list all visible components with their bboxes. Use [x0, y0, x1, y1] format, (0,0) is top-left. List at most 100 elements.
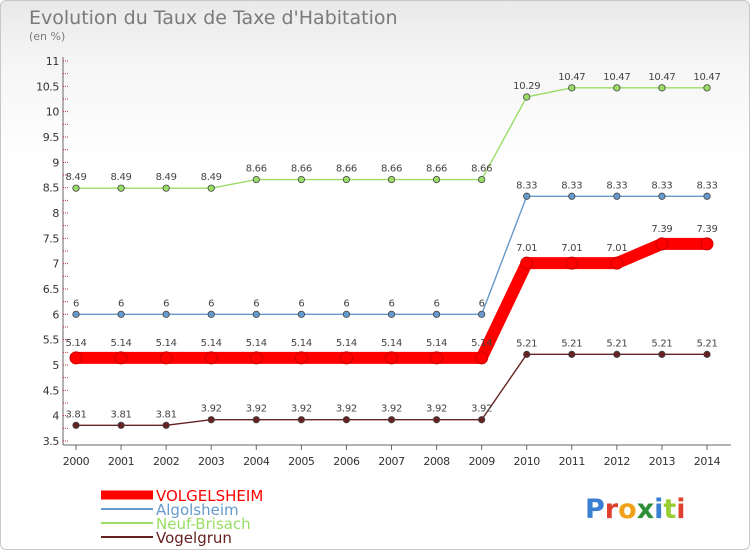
data-label: 5.14: [381, 338, 402, 349]
data-label: 7.01: [606, 243, 627, 254]
y-tick-label: 11: [46, 55, 59, 68]
data-label: 6: [343, 298, 349, 309]
data-label: 5.14: [111, 338, 132, 349]
data-label: 6: [434, 298, 440, 309]
data-label: 6: [73, 298, 79, 309]
y-tick-label: 3.5: [43, 435, 60, 448]
x-tick-label: 2008: [423, 455, 450, 468]
x-tick-label: 2011: [559, 455, 585, 468]
y-tick-label: 5: [52, 359, 59, 372]
data-label: 5.14: [201, 338, 222, 349]
data-label: 3.92: [381, 404, 402, 415]
data-point-algolsheim: [117, 310, 125, 318]
data-point-algolsheim: [658, 192, 666, 200]
data-point-algolsheim: [568, 192, 576, 200]
data-point-algolsheim: [207, 310, 215, 318]
series-layer: [69, 84, 714, 429]
data-label: 8.66: [471, 164, 492, 175]
data-point-vogelgrun: [478, 416, 486, 424]
data-point-vogelgrun: [387, 416, 396, 424]
data-point-volgelsheim: [565, 256, 579, 270]
data-label: 8.33: [516, 180, 537, 191]
data-label: 3.81: [111, 409, 132, 420]
legend-label: Neuf-Brisach: [156, 515, 251, 533]
data-label: 5.14: [336, 338, 357, 349]
data-point-vogelgrun: [658, 350, 666, 358]
data-point-neuf-brisach: [117, 184, 125, 192]
data-point-neuf-brisach: [72, 184, 80, 192]
data-point-vogelgrun: [297, 416, 305, 424]
data-label: 8.33: [561, 180, 582, 191]
y-tick-label: 9.5: [43, 131, 60, 144]
data-label: 3.92: [291, 404, 312, 415]
data-point-neuf-brisach: [703, 84, 711, 92]
data-point-algolsheim: [613, 192, 621, 200]
data-label: 7.39: [651, 224, 672, 235]
axes: 3.5 4 4.5 5 5.5 6 6.5 7 7.5 8 8.5 9 9.5 10 10.5 11 2000 2…: [36, 55, 731, 468]
x-tick-label: 2005: [288, 455, 315, 468]
data-label: 6: [118, 298, 124, 309]
data-label: 7.01: [561, 243, 582, 254]
data-point-vogelgrun: [523, 350, 531, 358]
data-label: 8.66: [336, 164, 357, 175]
data-point-volgelsheim: [610, 256, 624, 270]
data-point-neuf-brisach: [568, 84, 576, 92]
data-point-algolsheim: [387, 310, 396, 318]
x-tick-label: 2000: [63, 455, 90, 468]
data-label: 10.47: [693, 72, 720, 83]
data-point-neuf-brisach: [297, 175, 305, 184]
data-label: 3.92: [426, 404, 447, 415]
data-point-vogelgrun: [117, 421, 125, 429]
data-label: 6: [208, 298, 214, 309]
data-label: 3.92: [336, 404, 357, 415]
data-label: 5.14: [65, 338, 86, 349]
data-label: 8.66: [246, 164, 267, 175]
data-point-neuf-brisach: [252, 175, 260, 184]
legend-label: Algolsheim: [156, 501, 239, 519]
data-label: 3.92: [201, 404, 222, 415]
y-tick-label: 10.5: [36, 80, 59, 93]
x-tick-label: 2013: [649, 455, 676, 468]
data-label: 8.66: [291, 164, 312, 175]
data-point-volgelsheim: [294, 351, 308, 365]
data-point-neuf-brisach: [162, 184, 170, 192]
y-tick-label: 4.5: [43, 384, 60, 397]
data-point-neuf-brisach: [207, 184, 215, 192]
x-tick-label: 2012: [604, 455, 630, 468]
data-label: 10.47: [558, 72, 585, 83]
data-label: 6: [163, 298, 169, 309]
legend-label: VOLGELSHEIM: [156, 487, 263, 505]
data-point-volgelsheim: [114, 351, 128, 365]
data-point-volgelsheim: [249, 351, 263, 365]
data-point-vogelgrun: [72, 421, 80, 429]
data-label: 3.81: [65, 409, 86, 420]
data-point-volgelsheim: [430, 351, 444, 365]
legend-label: Vogelgrun: [156, 529, 232, 547]
data-point-neuf-brisach: [342, 175, 351, 184]
y-tick-label: 7.5: [43, 232, 60, 245]
data-label: 3.81: [156, 409, 177, 420]
data-point-algolsheim: [523, 192, 531, 200]
data-point-algolsheim: [252, 310, 260, 318]
data-point-algolsheim: [342, 310, 351, 318]
data-label: 6: [388, 298, 394, 309]
data-label: 5.14: [156, 338, 177, 349]
y-tick-label: 4: [52, 410, 59, 423]
data-label: 5.14: [426, 338, 447, 349]
data-point-vogelgrun: [252, 416, 260, 424]
data-label: 8.33: [606, 180, 627, 191]
data-label: 5.14: [246, 338, 267, 349]
data-point-neuf-brisach: [387, 175, 396, 184]
data-label: 6: [479, 298, 485, 309]
data-point-volgelsheim: [475, 351, 489, 365]
proxiti-logo: Proxiti: [585, 494, 686, 525]
data-label: 7.39: [696, 224, 717, 235]
y-tick-label: 10: [46, 106, 60, 119]
y-tick-label: 6: [52, 308, 59, 321]
x-tick-label: 2007: [378, 455, 405, 468]
data-point-vogelgrun: [207, 416, 215, 424]
data-label: 8.33: [651, 180, 672, 191]
x-tick-label: 2014: [694, 455, 721, 468]
chart-title: Evolution du Taux de Taxe d'Habitation: [29, 7, 398, 29]
